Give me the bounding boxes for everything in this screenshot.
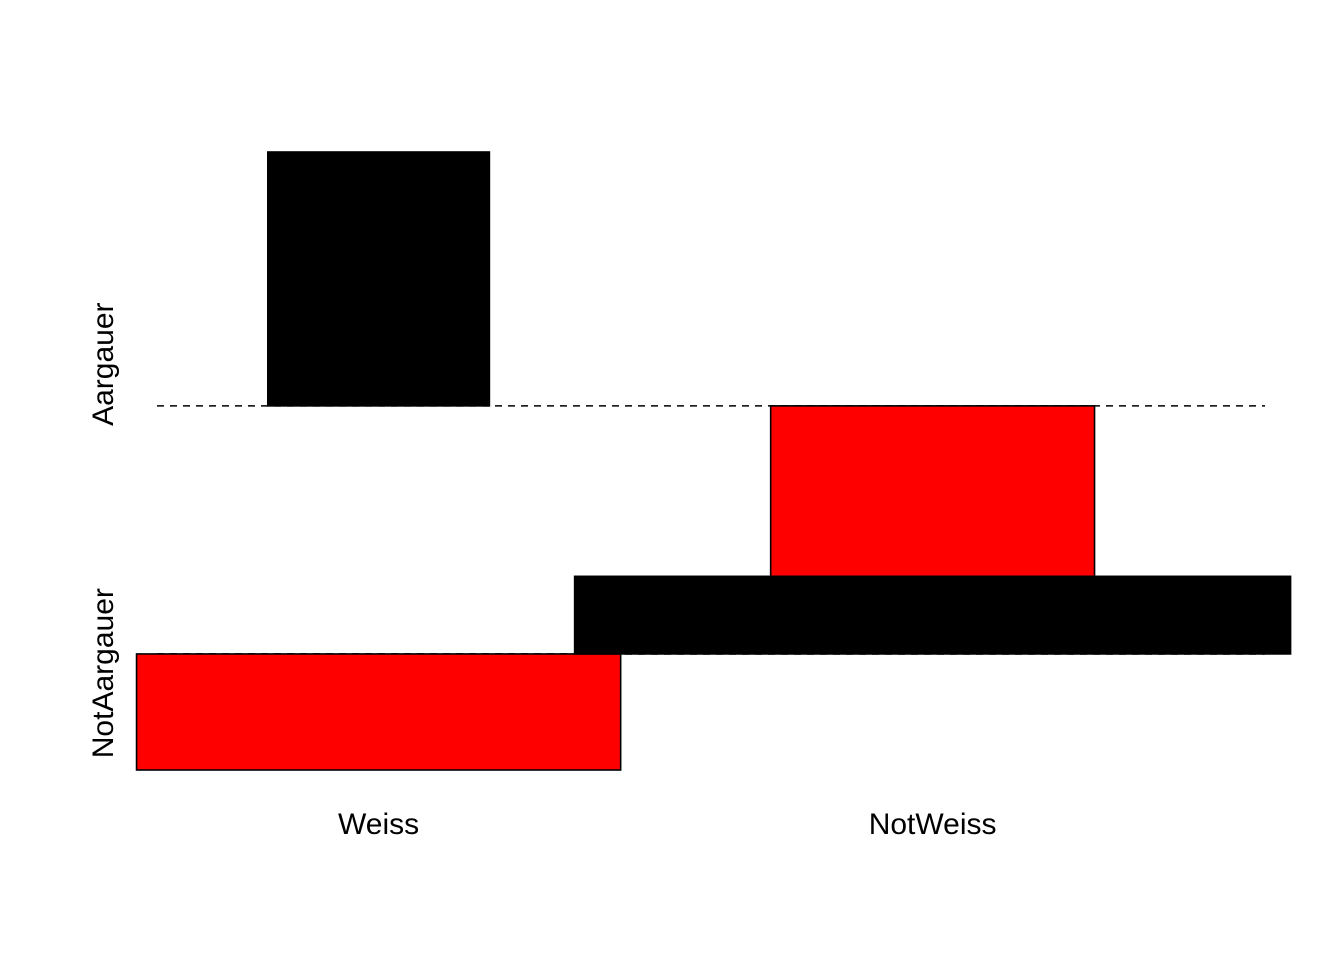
bars-group xyxy=(135,151,1292,771)
y-tick-labels: Aargauer NotAargauer xyxy=(87,302,120,758)
x-tick-labels: Weiss NotWeiss xyxy=(338,808,996,841)
y-label-aargauer: Aargauer xyxy=(87,302,120,425)
bar-notaargauer-weiss xyxy=(135,653,622,771)
y-label-notaargauer: NotAargauer xyxy=(87,588,120,758)
bar-aargauer-weiss xyxy=(266,151,491,407)
x-label-weiss: Weiss xyxy=(338,808,419,841)
bar-aargauer-notweiss xyxy=(769,405,1096,578)
x-label-notweiss: NotWeiss xyxy=(869,808,997,841)
bar-notaargauer-notweiss xyxy=(573,575,1292,655)
